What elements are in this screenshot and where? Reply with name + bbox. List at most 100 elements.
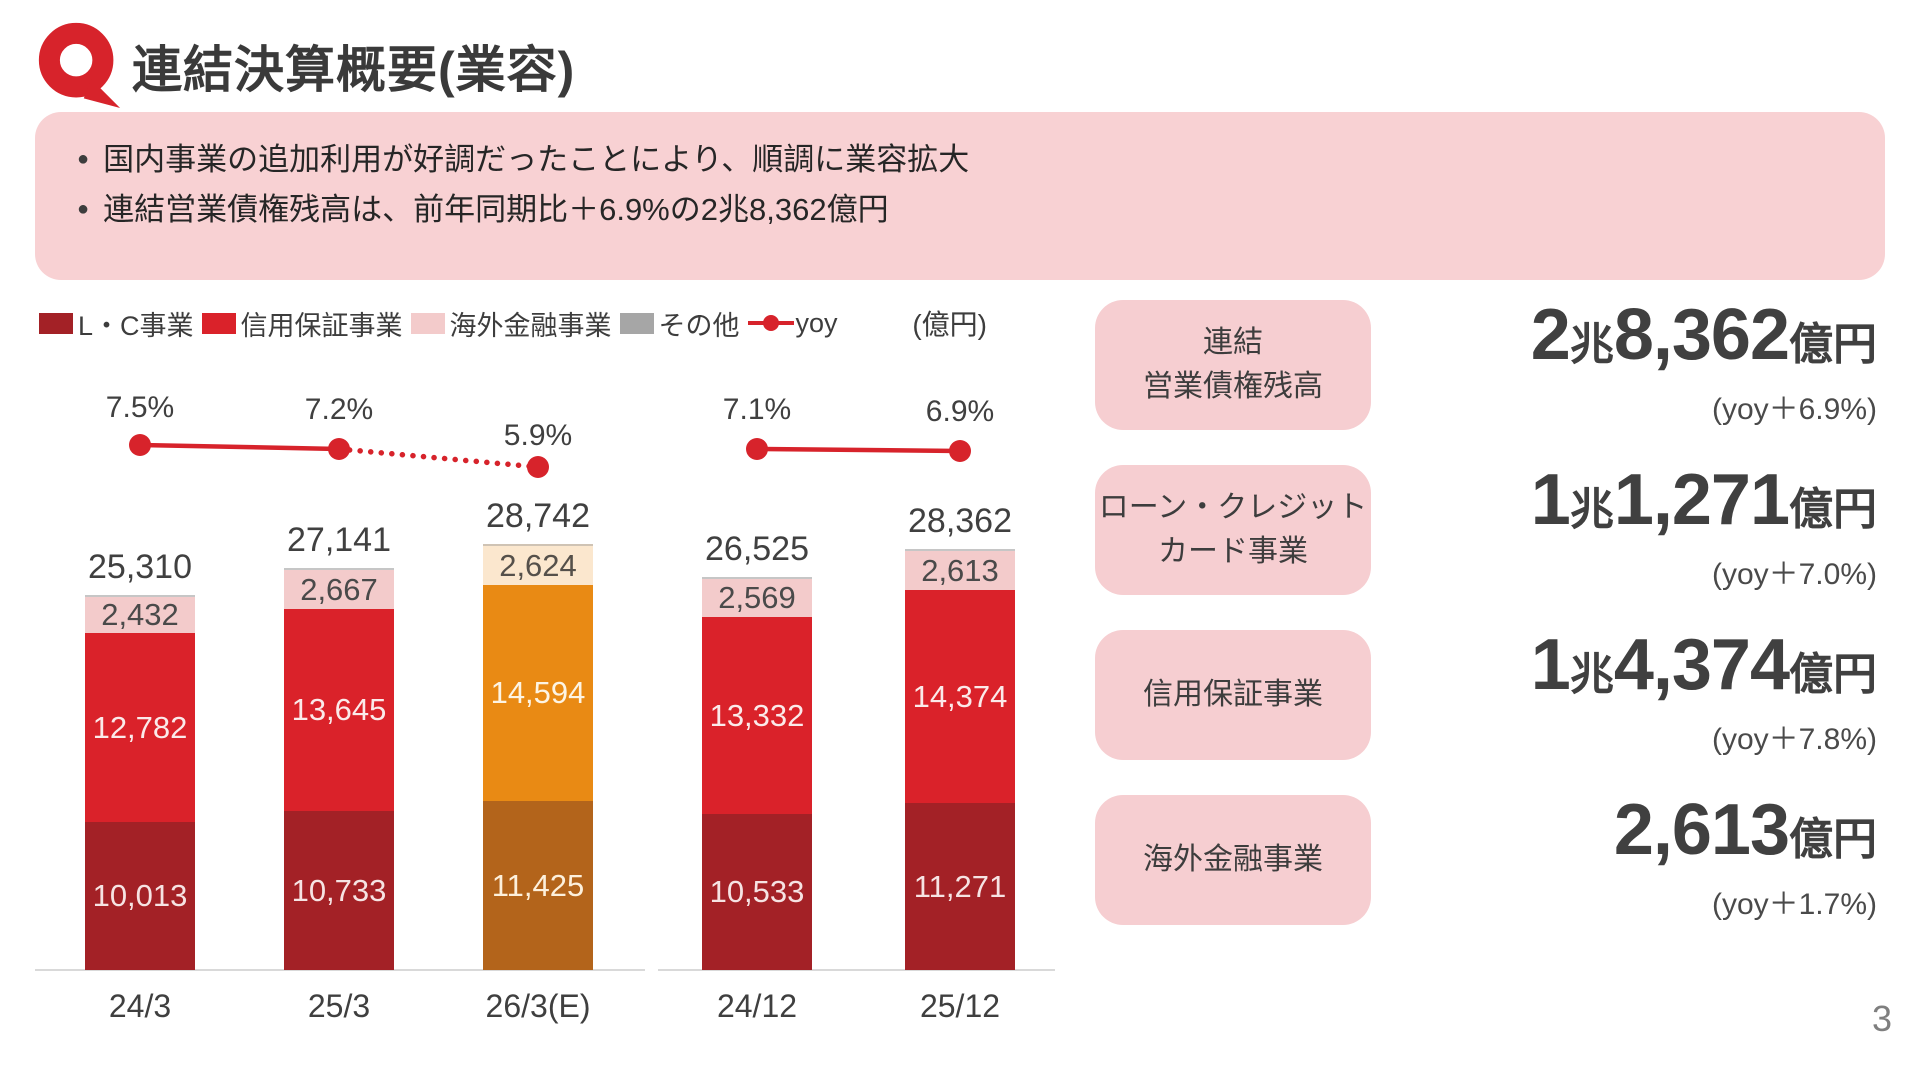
bar-segment-信用保証事業: 13,645	[284, 609, 394, 811]
x-axis-label: 25/3	[307, 988, 371, 1024]
summary-card: 海外金融事業	[1095, 795, 1371, 925]
x-axis-label: 24/12	[716, 988, 798, 1024]
bar-segment-L・C事業: 10,733	[284, 811, 394, 970]
bar-segment-L・C事業: 10,533	[702, 814, 812, 970]
segment-label: 14,594	[490, 675, 586, 710]
legend-swatch	[410, 312, 445, 334]
segment-label: 10,533	[709, 874, 805, 909]
legend-label: 信用保証事業	[240, 310, 403, 341]
bar-segment-信用保証事業: 13,332	[702, 617, 812, 814]
segment-label: 14,374	[912, 678, 1008, 714]
x-axis-label: 24/3	[108, 988, 172, 1024]
total-label: 28,742	[486, 497, 590, 535]
summary-row: 信用保証事業 1兆4,374億円 (yoy＋7.8%)	[1095, 629, 1887, 760]
bullet-icon: ●	[77, 148, 90, 170]
yoy-point	[949, 440, 971, 462]
stacked-bar-24/12: 10,533 13,332 2,569	[702, 577, 812, 970]
bar-segment-海外金融事業: 2,432	[85, 597, 195, 633]
axis-line-right	[658, 969, 1055, 971]
summary-card-label: 信用保証事業	[1143, 678, 1323, 711]
legend-label: yoy	[795, 307, 838, 338]
banner-bullet-2-text: 連結営業債権残高は、前年同期比＋6.9%の2兆8,362億円	[103, 192, 889, 227]
summary-value: 1兆1,271億円 (yoy＋7.0%)	[1371, 460, 1887, 593]
page-number: 3	[1871, 998, 1892, 1039]
summary-card-label: カード事業	[1158, 535, 1308, 568]
segment-label: 10,013	[92, 878, 188, 913]
bar-segment-その他	[483, 544, 593, 546]
legend-item: その他	[619, 304, 740, 343]
summary-row: 連結 営業債権残高 2兆8,362億円 (yoy＋6.9%)	[1095, 295, 1887, 430]
summary-card-label: ローン・クレジット	[1098, 491, 1368, 524]
legend-swatch	[39, 312, 73, 334]
segment-label: 2,624	[499, 547, 577, 583]
yoy-percent-label: 7.2%	[304, 393, 374, 426]
summary-row: ローン・クレジット カード事業 1兆1,271億円 (yoy＋7.0%)	[1095, 460, 1887, 595]
legend-swatch	[201, 312, 236, 334]
segment-label: 2,613	[921, 552, 999, 588]
summary-card-label: 海外金融事業	[1143, 843, 1323, 876]
bar-segment-その他	[905, 549, 1015, 551]
bar-segment-海外金融事業: 2,624	[483, 546, 593, 585]
yoy-point	[129, 434, 151, 456]
legend-item: 信用保証事業	[201, 304, 403, 343]
bar-segment-信用保証事業: 14,594	[483, 585, 593, 801]
summary-card-label: 連結	[1203, 326, 1263, 359]
chart-legend: L・C事業 信用保証事業 海外金融事業 その他 yoy (億円)	[39, 303, 1039, 343]
legend-label: その他	[658, 310, 740, 341]
legend-item: L・C事業	[39, 304, 194, 343]
highlight-banner: ● 国内事業の追加利用が好調だったことにより、順調に業容拡大 ● 連結営業債権残…	[35, 112, 1885, 280]
banner-bullet-2: ● 連結営業債権残高は、前年同期比＋6.9%の2兆8,362億円	[77, 188, 1845, 231]
segment-label: 11,271	[913, 868, 1007, 904]
legend-swatch	[619, 312, 654, 334]
segment-label: 13,645	[291, 692, 387, 727]
segment-label: 2,569	[718, 580, 796, 615]
summary-amount: 1兆1,271億円	[1530, 460, 1877, 540]
bar-segment-L・C事業: 11,425	[483, 801, 593, 970]
bar-segment-その他	[702, 577, 812, 579]
bar-segment-L・C事業: 11,271	[905, 803, 1015, 970]
summary-value: 2,613億円 (yoy＋1.7%)	[1371, 790, 1887, 923]
yoy-line-marker-icon	[747, 312, 794, 334]
stacked-bar-26/3(E): 11,425 14,594 2,624	[483, 544, 593, 970]
yoy-percent-label: 7.1%	[722, 393, 792, 426]
summary-card-label: 営業債権残高	[1143, 370, 1323, 403]
segment-label: 2,432	[101, 597, 179, 632]
yoy-percent-label: 6.9%	[925, 395, 995, 428]
total-label: 28,362	[908, 502, 1012, 540]
summary-amount: 2,613億円	[1613, 790, 1877, 870]
bullet-icon: ●	[77, 198, 90, 220]
summary-yoy: (yoy＋1.7%)	[1711, 888, 1877, 921]
segment-label: 12,782	[92, 709, 188, 745]
total-label: 26,525	[705, 530, 809, 568]
summary-card: 信用保証事業	[1095, 630, 1371, 760]
segment-label: 2,667	[300, 571, 378, 607]
bar-segment-その他	[284, 568, 394, 570]
summary-row: 海外金融事業 2,613億円 (yoy＋1.7%)	[1095, 790, 1887, 925]
summary-yoy: (yoy＋7.8%)	[1711, 723, 1877, 756]
axis-line-left	[35, 969, 645, 971]
bar-segment-海外金融事業: 2,569	[702, 579, 812, 617]
segment-label: 13,332	[709, 697, 805, 733]
yoy-line	[129, 434, 971, 478]
yoy-point	[527, 456, 549, 478]
x-axis-label: 26/3(E)	[485, 988, 591, 1024]
yoy-point	[328, 438, 350, 460]
yoy-point	[746, 438, 768, 460]
stacked-bar-25/12: 11,271 14,374 2,613	[905, 549, 1015, 970]
segment-label: 11,425	[491, 867, 585, 903]
total-label: 25,310	[88, 548, 192, 586]
banner-bullet-1: ● 国内事業の追加利用が好調だったことにより、順調に業容拡大	[77, 138, 1845, 181]
bar-segment-信用保証事業: 12,782	[85, 633, 195, 822]
bars-layer: 10,013 12,782 2,432 25,310 24/3 10,733 13,645 2…	[35, 295, 1080, 1024]
banner-bullet-1-text: 国内事業の追加利用が好調だったことにより、順調に業容拡大	[103, 142, 970, 177]
bar-segment-L・C事業: 10,013	[85, 822, 195, 970]
summary-yoy: (yoy＋7.0%)	[1711, 558, 1877, 591]
segment-label: 10,733	[291, 872, 387, 908]
yoy-percent-label: 5.9%	[503, 419, 573, 452]
bar-segment-海外金融事業: 2,613	[905, 551, 1015, 590]
total-label: 27,141	[287, 521, 391, 559]
legend-item: yoy	[747, 307, 838, 339]
brand-logo-icon	[38, 22, 121, 108]
summary-amount: 2兆8,362億円	[1530, 295, 1877, 375]
